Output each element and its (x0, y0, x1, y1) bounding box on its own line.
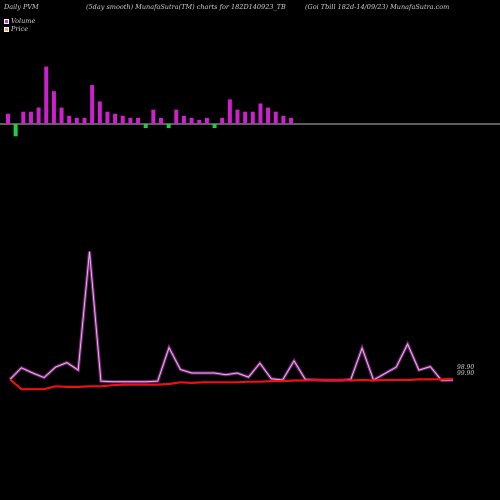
volume-bar (250, 111, 255, 124)
volume-bar (120, 115, 125, 124)
price-line (9, 377, 454, 391)
chart-header-left: Daily PVM (4, 3, 39, 11)
volume-bar (159, 117, 163, 124)
volume-bar (97, 101, 102, 124)
chart-header-source: (Goi Tbill 182d-14/09/23) MunafaSutra.co… (305, 3, 450, 11)
volume-bar (227, 99, 232, 124)
volume-bar (128, 117, 133, 124)
pvm-line-glow (8, 251, 454, 384)
legend-volume-swatch (4, 18, 9, 24)
volume-bar (281, 115, 286, 124)
volume-bar (212, 124, 217, 129)
volume-bar (90, 85, 95, 124)
pvm-line (9, 251, 454, 383)
legend-price-label: Price (11, 25, 29, 33)
volume-bar (151, 109, 156, 124)
volume-bar (13, 124, 18, 137)
legend-price-swatch (4, 26, 9, 32)
volume-bar (197, 119, 202, 124)
volume-bar (289, 117, 294, 124)
volume-bar (174, 109, 179, 124)
volume-bar (28, 111, 33, 124)
volume-bar (6, 113, 10, 124)
legend-price: Price (4, 25, 28, 33)
volume-bar (189, 117, 194, 124)
volume-bar (258, 103, 263, 124)
volume-bar (36, 107, 41, 124)
volume-bar (21, 111, 26, 124)
volume-bar (143, 124, 148, 129)
pvm-last-value-label: 98.90 (457, 364, 474, 371)
volume-bar (82, 117, 87, 124)
volume-bar (136, 117, 141, 124)
volume-bar (273, 111, 278, 124)
legend-volume: Volume (4, 17, 35, 25)
volume-bar (51, 91, 56, 124)
volume-bar (74, 117, 79, 124)
volume-bar (181, 115, 186, 124)
chart-header-title: (5day smooth) MunafaSutra(TM) charts for… (86, 3, 286, 11)
volume-bar (204, 117, 209, 124)
volume-bar (243, 111, 248, 124)
volume-bar (105, 111, 110, 124)
volume-bar (44, 66, 49, 124)
legend-volume-label: Volume (11, 17, 36, 25)
price-last-value-label: 99.90 (457, 370, 474, 377)
volume-bar (266, 107, 271, 124)
volume-bar (235, 109, 240, 124)
volume-bar (59, 107, 64, 124)
volume-bar (166, 124, 171, 129)
volume-bar (220, 117, 225, 124)
volume-bar (113, 113, 118, 124)
volume-bar (67, 115, 72, 124)
